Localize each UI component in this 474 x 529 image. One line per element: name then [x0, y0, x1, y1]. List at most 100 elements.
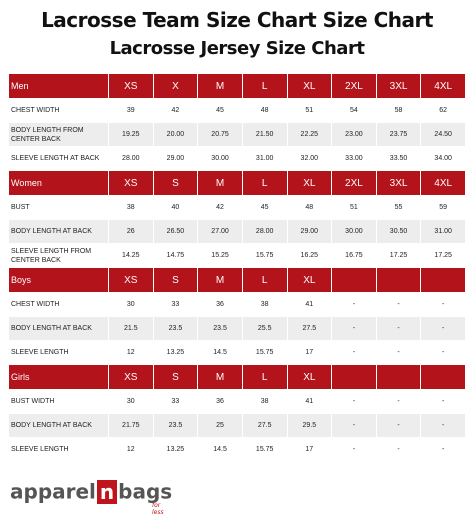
cell-value: 12 — [108, 340, 154, 365]
cell-value: 17.25 — [375, 243, 422, 268]
data-row: SLEEVE LENGTH 12 13.25 14.5 15.75 17- - - — [8, 437, 466, 462]
cell-value: 33 — [152, 292, 199, 317]
cell-value: - — [331, 316, 377, 341]
cell-value: 62 — [420, 98, 466, 123]
cell-value: - — [375, 316, 422, 341]
size-header: M — [197, 73, 243, 99]
cell-value: 14.5 — [197, 437, 243, 462]
cell-value: 33 — [152, 389, 199, 414]
cell-value: 48 — [286, 195, 333, 220]
cell-value: - — [331, 340, 377, 365]
section-header: Men XS X M L XL 2XL 3XL 4XL — [8, 73, 466, 99]
cell-value: 51 — [286, 98, 333, 123]
logo-text: bags — [118, 479, 173, 504]
size-header: M — [197, 170, 243, 196]
measure-label: SLEEVE LENGTH AT BACK — [8, 146, 109, 171]
cell-value: 16.25 — [286, 243, 333, 268]
cell-value: 29.00 — [152, 146, 199, 171]
logo-text: apparel — [10, 479, 96, 504]
cell-value: - — [420, 437, 466, 462]
cell-value: 31.00 — [420, 219, 466, 244]
cell-value: 42 — [152, 98, 199, 123]
cell-value: 55 — [375, 195, 422, 220]
size-header: S — [152, 364, 199, 390]
cell-value: 16.75 — [331, 243, 377, 268]
cell-value: 22.25 — [286, 122, 333, 147]
cell-value: - — [420, 316, 466, 341]
cell-value: 28.00 — [108, 146, 154, 171]
cell-value: 33.00 — [331, 146, 377, 171]
size-header: L — [241, 73, 288, 99]
section-name: Men — [8, 73, 109, 99]
section-name: Girls — [8, 364, 109, 390]
measure-label: BODY LENGTH AT BACK — [8, 316, 109, 341]
cell-value: 15.75 — [241, 437, 288, 462]
cell-value: 38 — [241, 292, 288, 317]
size-header: XL — [286, 267, 333, 293]
size-header: S — [152, 170, 199, 196]
cell-value: - — [375, 389, 422, 414]
cell-value: 51 — [331, 195, 377, 220]
data-row: SLEEVE LENGTH AT BACK 28.00 29.00 30.00 31.0… — [8, 146, 466, 171]
data-row: SLEEVE LENGTH FROM CENTER BACK 14.25 14.75… — [8, 243, 466, 268]
size-header: XL — [286, 73, 333, 99]
cell-value: 20.00 — [152, 122, 199, 147]
size-header — [331, 364, 377, 390]
cell-value: 23.00 — [331, 122, 377, 147]
cell-value: - — [375, 340, 422, 365]
size-header — [420, 364, 466, 390]
measure-label: BODY LENGTH AT BACK — [8, 219, 109, 244]
cell-value: 24.50 — [420, 122, 466, 147]
cell-value: - — [375, 437, 422, 462]
cell-value: 12 — [108, 437, 154, 462]
cell-value: 15.25 — [197, 243, 243, 268]
cell-value: - — [331, 389, 377, 414]
size-header — [375, 267, 422, 293]
cell-value: 27.5 — [241, 413, 288, 438]
size-header — [420, 267, 466, 293]
size-header: 2XL — [331, 170, 377, 196]
logo-text: n — [96, 479, 118, 504]
cell-value: 59 — [420, 195, 466, 220]
logo-tagline: for less — [152, 502, 164, 516]
cell-value: - — [331, 292, 377, 317]
section-header: Girls XS S M L XL — [8, 364, 466, 390]
cell-value: 13.25 — [152, 437, 199, 462]
cell-value: 27.00 — [197, 219, 243, 244]
cell-value: - — [331, 437, 377, 462]
cell-value: 34.00 — [420, 146, 466, 171]
size-header: XL — [286, 364, 333, 390]
cell-value: - — [420, 389, 466, 414]
cell-value: 28.00 — [241, 219, 288, 244]
cell-value: 30.00 — [197, 146, 243, 171]
size-header: L — [241, 267, 288, 293]
section-header: Boys XS S M L XL — [8, 267, 466, 293]
cell-value: 17 — [286, 437, 333, 462]
size-header: L — [241, 364, 288, 390]
cell-value: 33.50 — [375, 146, 422, 171]
size-header: 2XL — [331, 73, 377, 99]
cell-value: 41 — [286, 389, 333, 414]
cell-value: - — [331, 413, 377, 438]
size-header: XS — [108, 267, 154, 293]
cell-value: 54 — [331, 98, 377, 123]
cell-value: 30.50 — [375, 219, 422, 244]
data-row: BODY LENGTH FROM CENTER BACK 19.25 20.00 20… — [8, 122, 466, 147]
size-header: M — [197, 267, 243, 293]
size-header: XS — [108, 364, 154, 390]
cell-value: 36 — [197, 389, 243, 414]
cell-value: 15.75 — [241, 243, 288, 268]
data-row: BUST 38 40 42 45 48 51 55 59 — [8, 195, 466, 220]
cell-value: 32.00 — [286, 146, 333, 171]
measure-label: BODY LENGTH AT BACK — [8, 413, 109, 438]
size-header: XS — [108, 170, 154, 196]
cell-value: 17.25 — [420, 243, 466, 268]
cell-value: - — [420, 413, 466, 438]
cell-value: 58 — [375, 98, 422, 123]
size-header: M — [197, 364, 243, 390]
data-row: BODY LENGTH AT BACK 21.75 23.5 25 27.5 29.5- -… — [8, 413, 466, 438]
cell-value: 21.50 — [241, 122, 288, 147]
data-row: SLEEVE LENGTH 12 13.25 14.5 15.75 17- - - — [8, 340, 466, 365]
cell-value: 25 — [197, 413, 243, 438]
data-row: BODY LENGTH AT BACK 26 26.50 27.00 28.00 29.0… — [8, 219, 466, 244]
